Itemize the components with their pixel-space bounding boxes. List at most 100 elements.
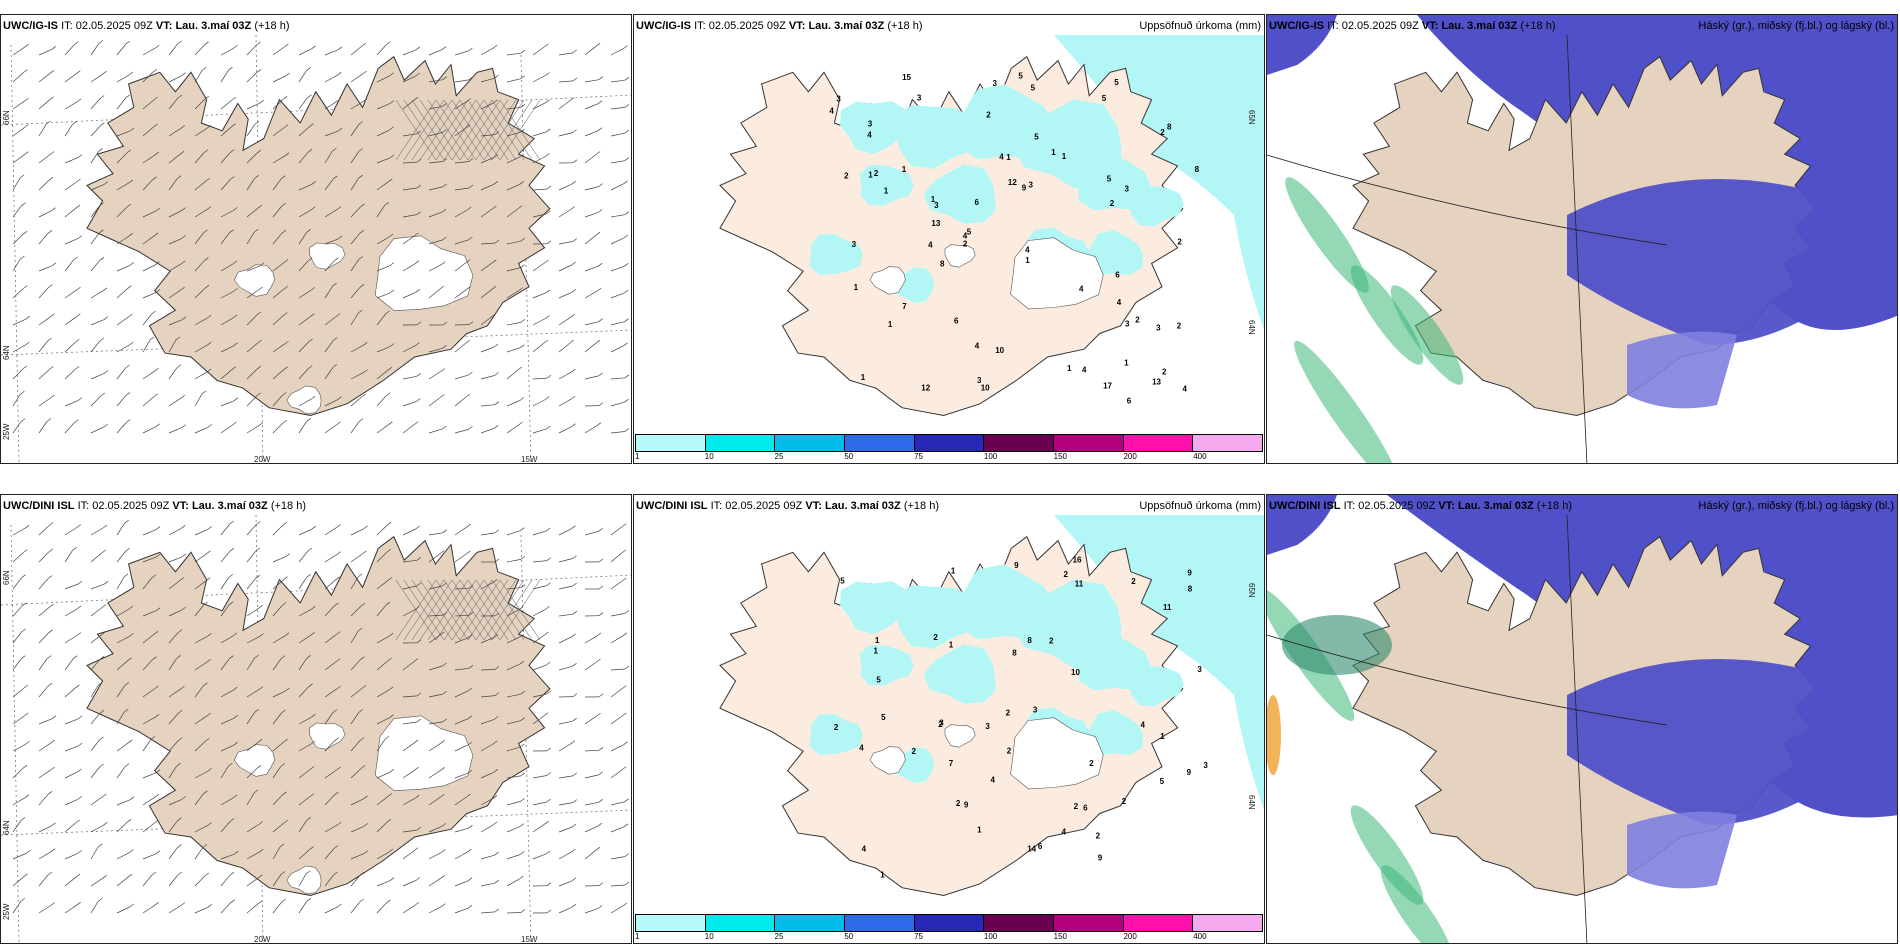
wind-barb-flag [545, 99, 550, 104]
wind-barb [350, 287, 361, 299]
wind-barb [428, 288, 441, 299]
precip-patch [839, 581, 912, 635]
graticule-line [520, 54, 532, 463]
wind-barb-flag [128, 341, 134, 346]
wind-barb [142, 292, 157, 299]
wind-barb-flag [494, 372, 499, 376]
graticule-line [10, 524, 20, 943]
wind-barb [454, 79, 469, 83]
wind-barb-flag [441, 823, 447, 827]
wind-barb-flag [387, 657, 392, 662]
wind-barb [584, 130, 599, 137]
wind-barb-flag [335, 658, 341, 662]
wind-barb [246, 903, 259, 914]
wind-barb [532, 377, 548, 380]
wind-barb [220, 797, 234, 806]
precip-value: 9 [1098, 854, 1103, 863]
wind-barb-flag [125, 94, 130, 99]
wind-barb [376, 369, 389, 380]
precip-value: 3 [1033, 705, 1038, 714]
wind-barb-flag [571, 904, 577, 908]
wind-barb-flag [571, 823, 577, 828]
wind-barb-flag [545, 850, 551, 855]
wind-barb-flag [494, 131, 500, 135]
wind-barb [194, 393, 203, 407]
wind-barb [168, 766, 177, 779]
wind-barb [324, 527, 337, 536]
wind-barb-flag [154, 367, 159, 372]
wind-barb-flag [413, 847, 419, 851]
precip-value: 1 [874, 646, 879, 655]
wind-barb [90, 259, 101, 272]
wind-barb-flag [440, 740, 445, 744]
wind-barb-flag [76, 605, 82, 610]
wind-barb-flag [520, 717, 525, 721]
wind-barb [168, 97, 179, 110]
lon-label-15w: 15W [521, 935, 538, 944]
wind-barb-flag [517, 205, 523, 209]
wind-barb [480, 882, 495, 887]
wind-barb [298, 873, 307, 887]
wind-barb-flag [280, 871, 286, 875]
wind-barb [220, 179, 231, 191]
wind-barb-flag [177, 94, 183, 99]
wind-barb [558, 52, 573, 56]
wind-barb-flag [546, 772, 552, 776]
wind-barb-flag [47, 871, 53, 876]
wind-barb [298, 126, 310, 137]
sea-precip-area [1054, 515, 1264, 810]
wind-barb [64, 876, 77, 887]
wind-barb [116, 660, 128, 671]
wind-barb [64, 718, 79, 725]
wind-barb-flag [494, 239, 500, 244]
wind-barb-flag [570, 740, 576, 744]
wind-barb [272, 46, 285, 56]
lon-label-25w: 25W [2, 903, 11, 920]
wind-barb [194, 152, 205, 164]
wind-barb [116, 576, 125, 590]
wind-barb [428, 49, 443, 56]
wind-barb-flag [103, 181, 109, 185]
mid-cloud-area-nw [1267, 495, 1337, 555]
wind-barb-flag [493, 769, 499, 773]
wind-barb [116, 852, 130, 860]
wind-barb-flag [206, 206, 212, 210]
precip-patch [894, 585, 981, 649]
wind-barb-flag [257, 900, 263, 905]
wind-barb [584, 908, 599, 914]
wind-barb-flag [76, 901, 81, 906]
wind-barb [246, 72, 258, 83]
high-cloud-streak [1390, 285, 1464, 385]
precip-value: 4 [1117, 298, 1122, 307]
wind-barb [454, 396, 467, 407]
wind-barb [90, 43, 100, 56]
precip-patch [809, 713, 863, 755]
wind-barb [428, 532, 443, 536]
wind-barb-flag [154, 151, 159, 156]
wind-barb-flag [177, 710, 183, 714]
wind-barb [376, 346, 391, 353]
precip-value: 3 [1125, 320, 1130, 329]
wind-barb-flag [358, 121, 364, 125]
wind-barb [402, 214, 417, 218]
lon-label-20w: 20W [254, 935, 271, 944]
wind-barb-flag [22, 602, 27, 606]
wind-barb-flag [233, 207, 238, 211]
precip-value: 2 [986, 111, 991, 120]
wind-barb-flag [337, 235, 343, 240]
wind-barb-flag [72, 655, 78, 659]
wind-barb [506, 912, 522, 914]
wind-barb-flag [284, 340, 289, 345]
wind-barb [350, 232, 361, 245]
wind-barb-flag [74, 419, 79, 423]
wind-barb-flag [129, 849, 134, 853]
wind-barb-flag [337, 396, 342, 400]
wind-barb [480, 316, 493, 326]
wind-barb-flag [520, 584, 526, 588]
wind-barb [376, 660, 388, 671]
wind-barb-flag [624, 881, 630, 886]
wind-barb-flag [467, 741, 472, 746]
wind-barb [12, 154, 25, 164]
wind-barb [610, 801, 625, 806]
wind-barb [558, 906, 572, 914]
